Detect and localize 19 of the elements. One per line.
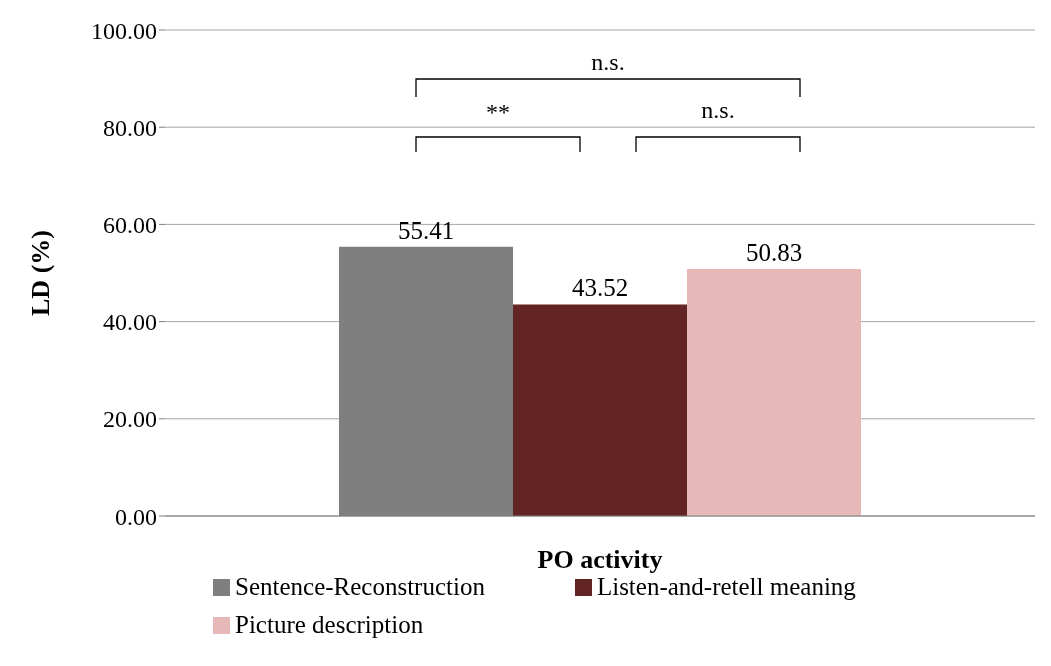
y-tick-label: 40.00 bbox=[103, 309, 157, 336]
y-tick-label: 80.00 bbox=[103, 114, 157, 141]
annotation: n.s. bbox=[591, 49, 625, 75]
y-tick-label: 0.00 bbox=[115, 503, 157, 530]
data-label: 55.41 bbox=[397, 216, 455, 244]
data-label: 43.52 bbox=[571, 274, 629, 302]
legend-label: Sentence-Reconstruction bbox=[235, 572, 485, 602]
y-tick-label: 60.00 bbox=[103, 211, 157, 238]
legend-label: Listen-and-retell meaning bbox=[596, 573, 856, 602]
x-axis-title: PO activity bbox=[537, 545, 663, 574]
annotation: ** bbox=[486, 99, 510, 125]
legend-label: Picture description bbox=[235, 610, 424, 640]
y-tick-label: 100.00 bbox=[91, 17, 157, 44]
y-axis-title: LD (%) bbox=[26, 230, 56, 316]
bar bbox=[687, 268, 861, 516]
y-tick-label: 20.00 bbox=[103, 406, 157, 433]
annotation: n.s. bbox=[701, 97, 735, 123]
data-label: 50.83 bbox=[745, 238, 803, 266]
bar bbox=[513, 304, 687, 516]
